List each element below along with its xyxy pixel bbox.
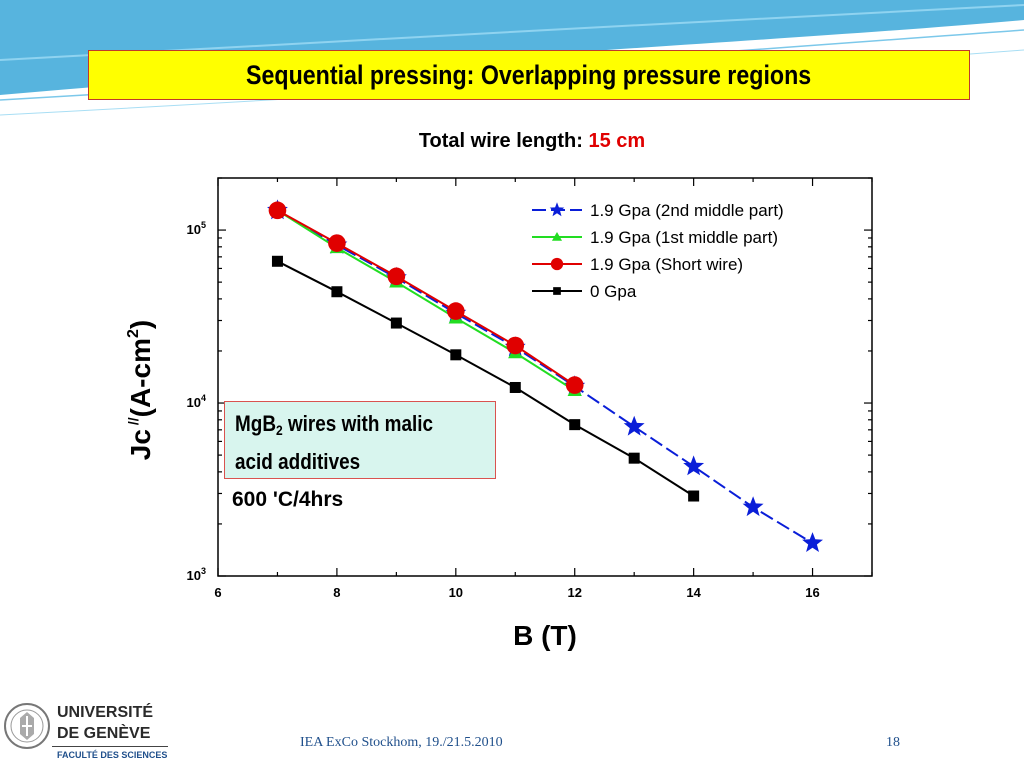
data-point-1-9-gpa-short-wire	[447, 302, 465, 320]
x-tick-label: 10	[449, 585, 463, 600]
series-line-1-9-gpa-2nd-middle-part	[276, 209, 814, 544]
note-compound-subscript: 2	[275, 422, 283, 438]
logo-line-faculty: FACULTÉ DES SCIENCES	[57, 750, 168, 760]
data-point-0-gpa	[569, 419, 581, 431]
legend-marker-1-9-gpa-2nd-middle-part	[549, 202, 565, 217]
slide-title: Sequential pressing: Overlapping pressur…	[246, 59, 812, 90]
data-point-1-9-gpa-2nd-middle-part	[802, 532, 823, 552]
legend-marker-1-9-gpa-1st-middle-part	[551, 231, 563, 241]
legend-marker-1-9-gpa-short-wire	[550, 257, 564, 271]
logo-line-geneve: DE GENÈVE	[57, 725, 151, 742]
university-seal-icon	[4, 703, 50, 749]
data-point-0-gpa	[688, 490, 700, 502]
legend-marker-0-gpa	[553, 287, 561, 295]
chart-subtitle: Total wire length: 15 cm	[0, 130, 1024, 153]
page-number: 18	[886, 735, 900, 750]
data-point-0-gpa	[628, 452, 640, 464]
y-tick-label: 103	[187, 566, 206, 583]
data-point-0-gpa	[509, 381, 521, 393]
note-compound: MgB	[235, 411, 276, 436]
data-point-0-gpa	[271, 255, 283, 267]
y-tick-label: 105	[187, 220, 206, 237]
legend-label-0-gpa: 0 Gpa	[590, 282, 637, 301]
data-point-1-9-gpa-2nd-middle-part	[623, 415, 645, 436]
data-point-1-9-gpa-short-wire	[387, 267, 406, 286]
data-point-0-gpa	[390, 317, 402, 329]
legend-label-1-9-gpa-short-wire: 1.9 Gpa (Short wire)	[590, 255, 743, 274]
x-tick-label: 14	[686, 585, 701, 600]
x-tick-label: 12	[567, 585, 581, 600]
subtitle-value: 15 cm	[588, 130, 646, 152]
footer-event-text: IEA ExCo Stockhom, 19./21.5.2010	[300, 735, 503, 750]
legend-label-1-9-gpa-1st-middle-part: 1.9 Gpa (1st middle part)	[590, 228, 778, 247]
note-text-line1: wires with malic	[282, 411, 434, 436]
subtitle-label: Total wire length:	[418, 130, 583, 152]
x-tick-label: 8	[333, 585, 340, 600]
x-axis-label: B (T)	[513, 620, 577, 651]
x-tick-label: 16	[805, 585, 819, 600]
slide-title-box: Sequential pressing: Overlapping pressur…	[88, 50, 970, 100]
chart-series	[267, 199, 823, 552]
data-point-1-9-gpa-short-wire	[565, 376, 584, 394]
series-line-1-9-gpa-short-wire	[277, 209, 576, 386]
data-point-0-gpa	[331, 286, 343, 298]
series-line-0-gpa	[277, 260, 695, 497]
sample-description-note: MgB2 wires with malic acid additives	[224, 401, 496, 479]
series-line-1-9-gpa-1st-middle-part	[276, 209, 576, 392]
annealing-condition-note: 600 'C/4hrs	[232, 488, 344, 511]
legend-label-1-9-gpa-2nd-middle-part: 1.9 Gpa (2nd middle part)	[590, 201, 784, 220]
chart-axes: 6 8 10 12 14 16 103 104 105	[187, 177, 873, 600]
data-point-1-9-gpa-short-wire	[328, 234, 346, 252]
chart-legend: 1.9 Gpa (2nd middle part) 1.9 Gpa (1st mi…	[532, 201, 784, 301]
y-axis-label: Jc //(A-cm2)	[125, 320, 156, 460]
y-tick-label: 104	[187, 393, 206, 410]
data-point-1-9-gpa-short-wire	[506, 336, 525, 355]
data-point-0-gpa	[450, 349, 462, 361]
university-logo: UNIVERSITÉ DE GENÈVE FACULTÉ DES SCIENCE…	[0, 696, 170, 768]
plot-frame	[217, 177, 873, 577]
logo-divider	[52, 746, 168, 747]
logo-line-university: UNIVERSITÉ	[57, 704, 154, 721]
data-point-1-9-gpa-short-wire	[268, 201, 287, 220]
x-tick-label: 6	[214, 585, 221, 600]
data-point-1-9-gpa-2nd-middle-part	[683, 455, 705, 476]
note-text-line2: acid additives	[235, 449, 361, 474]
data-point-1-9-gpa-2nd-middle-part	[742, 496, 764, 517]
